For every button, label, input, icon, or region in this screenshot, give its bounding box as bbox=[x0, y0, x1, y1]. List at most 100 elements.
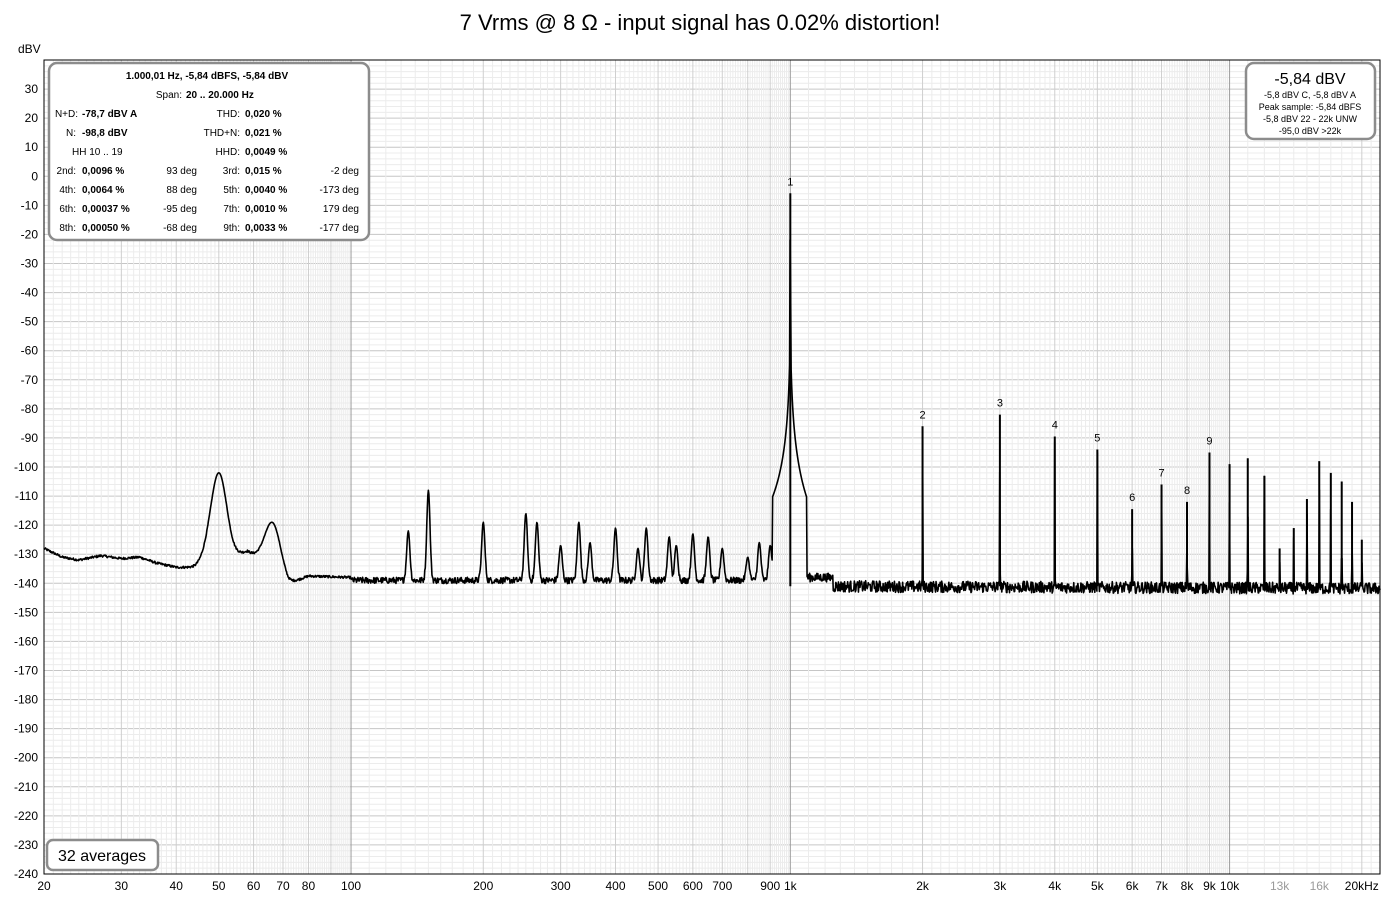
y-tick-label: -160 bbox=[14, 634, 38, 648]
x-tick-label: 13k bbox=[1270, 879, 1290, 893]
harmonic-marker-label: 1 bbox=[787, 176, 793, 188]
distortion-info-panel: 1.000,01 Hz, -5,84 dBFS, -5,84 dBV Span:… bbox=[47, 61, 371, 242]
y-tick-label: -150 bbox=[14, 605, 38, 619]
harmonic-label: 8th: bbox=[59, 223, 76, 234]
x-tick-label: 500 bbox=[648, 879, 668, 893]
averages-label: 32 averages bbox=[58, 848, 146, 865]
y-tick-label: 30 bbox=[25, 82, 39, 96]
y-tick-label: -220 bbox=[14, 809, 38, 823]
thdn-label: THD+N: bbox=[204, 128, 240, 139]
y-tick-label: 0 bbox=[31, 169, 38, 183]
hhd-label: HHD: bbox=[216, 147, 240, 158]
level-line-1: -5,8 dBV C, -5,8 dBV A bbox=[1264, 90, 1356, 100]
x-tick-label: 2k bbox=[916, 879, 930, 893]
y-axis-unit-label: dBV bbox=[18, 42, 41, 56]
level-panel-frame bbox=[1244, 61, 1377, 141]
x-tick-label: 40 bbox=[170, 879, 184, 893]
harmonic-value: 0,0033 % bbox=[245, 223, 287, 234]
nd-value: -78,7 dBV A bbox=[82, 109, 137, 120]
y-tick-label: -190 bbox=[14, 722, 38, 736]
y-tick-label: -170 bbox=[14, 664, 38, 678]
x-tick-label: 100 bbox=[341, 879, 361, 893]
harmonic-value: 0,0010 % bbox=[245, 204, 287, 215]
spectrum-trace bbox=[43, 193, 1381, 595]
x-tick-label: 60 bbox=[247, 879, 261, 893]
harmonic-phase: 93 deg bbox=[166, 166, 197, 177]
x-tick-label: 8k bbox=[1181, 879, 1195, 893]
harmonic-marker-label: 4 bbox=[1052, 419, 1058, 431]
y-tick-label: -50 bbox=[21, 315, 39, 329]
averages-frame bbox=[45, 838, 160, 872]
harmonic-marker-label: 8 bbox=[1184, 485, 1190, 497]
x-tick-label: 6k bbox=[1126, 879, 1140, 893]
harmonic-label: 2nd: bbox=[57, 166, 76, 177]
harmonic-phase: -173 deg bbox=[320, 185, 359, 196]
y-tick-label: -140 bbox=[14, 576, 38, 590]
n-value: -98,8 dBV bbox=[82, 128, 128, 139]
y-tick-label: -110 bbox=[15, 489, 38, 503]
plot-frame bbox=[43, 59, 1381, 875]
harmonic-marker-label: 5 bbox=[1094, 433, 1100, 445]
y-tick-label: -20 bbox=[21, 227, 39, 241]
thd-label: THD: bbox=[217, 109, 240, 120]
info-header: 1.000,01 Hz, -5,84 dBFS, -5,84 dBV bbox=[126, 71, 289, 82]
harmonic-phase: -2 deg bbox=[331, 166, 359, 177]
level-main-value: -5,84 dBV bbox=[1274, 71, 1345, 88]
y-tick-label: -200 bbox=[14, 751, 38, 765]
thdn-value: 0,021 % bbox=[245, 128, 282, 139]
harmonic-label: 4th: bbox=[59, 185, 76, 196]
x-tick-label: 20 bbox=[37, 879, 51, 893]
hh-range-label: HH 10 .. 19 bbox=[72, 147, 123, 158]
y-tick-label: -230 bbox=[14, 838, 38, 852]
y-tick-label: -100 bbox=[14, 460, 38, 474]
harmonic-label: 5th: bbox=[223, 185, 240, 196]
harmonic-value: 0,0064 % bbox=[82, 185, 124, 196]
harmonic-phase: -177 deg bbox=[320, 223, 359, 234]
chart-title: 7 Vrms @ 8 Ω - input signal has 0.02% di… bbox=[460, 10, 941, 35]
y-tick-label: -10 bbox=[21, 198, 39, 212]
harmonic-table: 2nd: 0,0096 % 93 deg 3rd: 0,015 % -2 deg 4th: 0… bbox=[57, 166, 359, 234]
harmonic-value: 0,0096 % bbox=[82, 166, 124, 177]
x-tick-label: 400 bbox=[605, 879, 625, 893]
level-line-3: -5,8 dBV 22 - 22k UNW bbox=[1263, 114, 1358, 124]
y-tick-label: -80 bbox=[21, 402, 39, 416]
x-tick-label: 300 bbox=[551, 879, 571, 893]
x-tick-label: 900 bbox=[760, 879, 780, 893]
y-tick-label: 10 bbox=[25, 140, 39, 154]
harmonic-marker-label: 9 bbox=[1206, 435, 1212, 447]
nd-label: N+D: bbox=[55, 109, 78, 120]
level-panel: -5,84 dBV -5,8 dBV C, -5,8 dBV A Peak sa… bbox=[1244, 61, 1377, 141]
hhd-value: 0,0049 % bbox=[245, 147, 287, 158]
x-tick-labels: 20 30 40 50 60 70 80 100 200 300 400 500 600 700 900 1k… bbox=[37, 879, 1379, 893]
level-line-4: -95,0 dBV >22k bbox=[1279, 126, 1342, 136]
harmonic-marker-label: 2 bbox=[919, 409, 925, 421]
harmonic-label: 9th: bbox=[223, 223, 240, 234]
y-tick-label: -240 bbox=[14, 867, 38, 881]
y-tick-label: -40 bbox=[21, 286, 39, 300]
x-tick-label: 16k bbox=[1310, 879, 1330, 893]
harmonic-value: 0,00037 % bbox=[82, 204, 130, 215]
harmonic-label: 6th: bbox=[59, 204, 76, 215]
harmonic-label: 7th: bbox=[223, 204, 240, 215]
spectrum-line bbox=[43, 239, 1381, 595]
y-tick-label: -130 bbox=[14, 547, 38, 561]
x-tick-label: 70 bbox=[276, 879, 290, 893]
harmonic-marker-label: 3 bbox=[997, 398, 1003, 410]
x-tick-label: 20kHz bbox=[1345, 879, 1379, 893]
info-panel-frame bbox=[47, 61, 371, 242]
x-tick-label: 200 bbox=[473, 879, 493, 893]
y-tick-labels: 30 20 10 0 -10 -20 -30 -40 -50 -60 -70 -80 -90 -100 -1… bbox=[14, 82, 38, 881]
harmonic-value: 0,015 % bbox=[245, 166, 282, 177]
y-tick-label: -60 bbox=[21, 344, 39, 358]
span-label: Span: bbox=[156, 90, 182, 101]
x-tick-label: 700 bbox=[712, 879, 732, 893]
span-value: 20 .. 20.000 Hz bbox=[186, 90, 254, 101]
y-tick-label: -120 bbox=[14, 518, 38, 532]
thd-value: 0,020 % bbox=[245, 109, 282, 120]
harmonic-marker-label: 7 bbox=[1158, 467, 1164, 479]
x-tick-label: 30 bbox=[115, 879, 129, 893]
x-tick-label: 5k bbox=[1091, 879, 1105, 893]
x-tick-label: 4k bbox=[1048, 879, 1062, 893]
x-tick-label: 7k bbox=[1155, 879, 1169, 893]
